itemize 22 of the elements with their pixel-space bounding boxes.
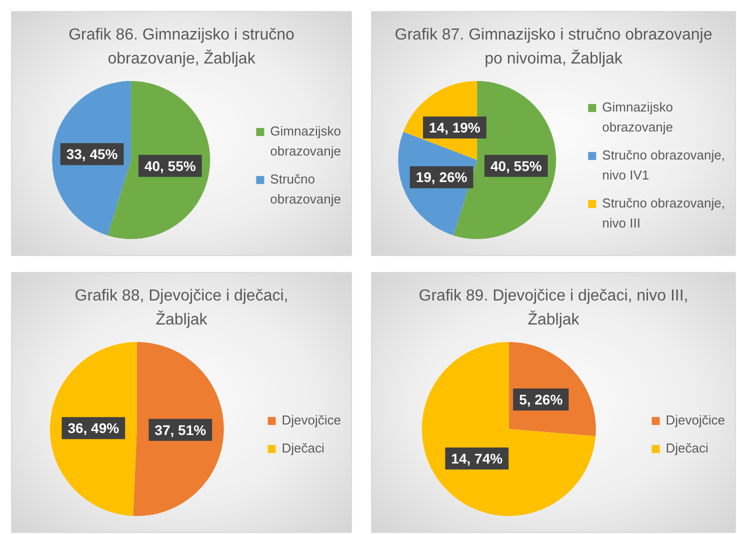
legend-label: Djevojčice [666, 412, 726, 428]
legend-label: Gimnazijsko obrazovanje [270, 124, 341, 159]
data-label: 37, 51% [154, 422, 207, 438]
data-label: 5, 26% [519, 391, 564, 408]
chart-title: Grafik 89. Djevojčice i dječaci, nivo III, Žabljak [418, 287, 688, 328]
data-label: 33, 45% [66, 146, 118, 162]
legend-label: Dječaci [282, 440, 324, 456]
data-label: 14, 74% [451, 450, 504, 466]
data-label: 40, 55% [490, 158, 542, 174]
chart-title: Grafik 86. Gimnazijsko i stručno obrazovanje, Žabljak [68, 26, 295, 68]
text: Grafik 87. Gimnazijsko i stručno obrazovanje po nivoima, Žabljak [394, 26, 712, 68]
data-label: 36, 49% [68, 420, 120, 436]
chart-title: Grafik 88, Djevojčice i dječaci, Žabljak [74, 287, 288, 328]
data-label: 19, 26% [416, 169, 468, 186]
legend-label: Dječaci [666, 440, 708, 456]
legend-label: Stručno obrazovanje [270, 172, 341, 207]
data-label: 14, 19% [429, 119, 481, 136]
legend-label: Gimnazijsko obrazovanje [602, 100, 673, 135]
data-label: 40, 55% [144, 158, 196, 174]
legend-label: Stručno obrazovanje, nivo IV1 [602, 148, 726, 183]
legend-label: Djevojčice [282, 412, 342, 428]
legend-label: Stručno obrazovanje, nivo III [602, 196, 726, 231]
